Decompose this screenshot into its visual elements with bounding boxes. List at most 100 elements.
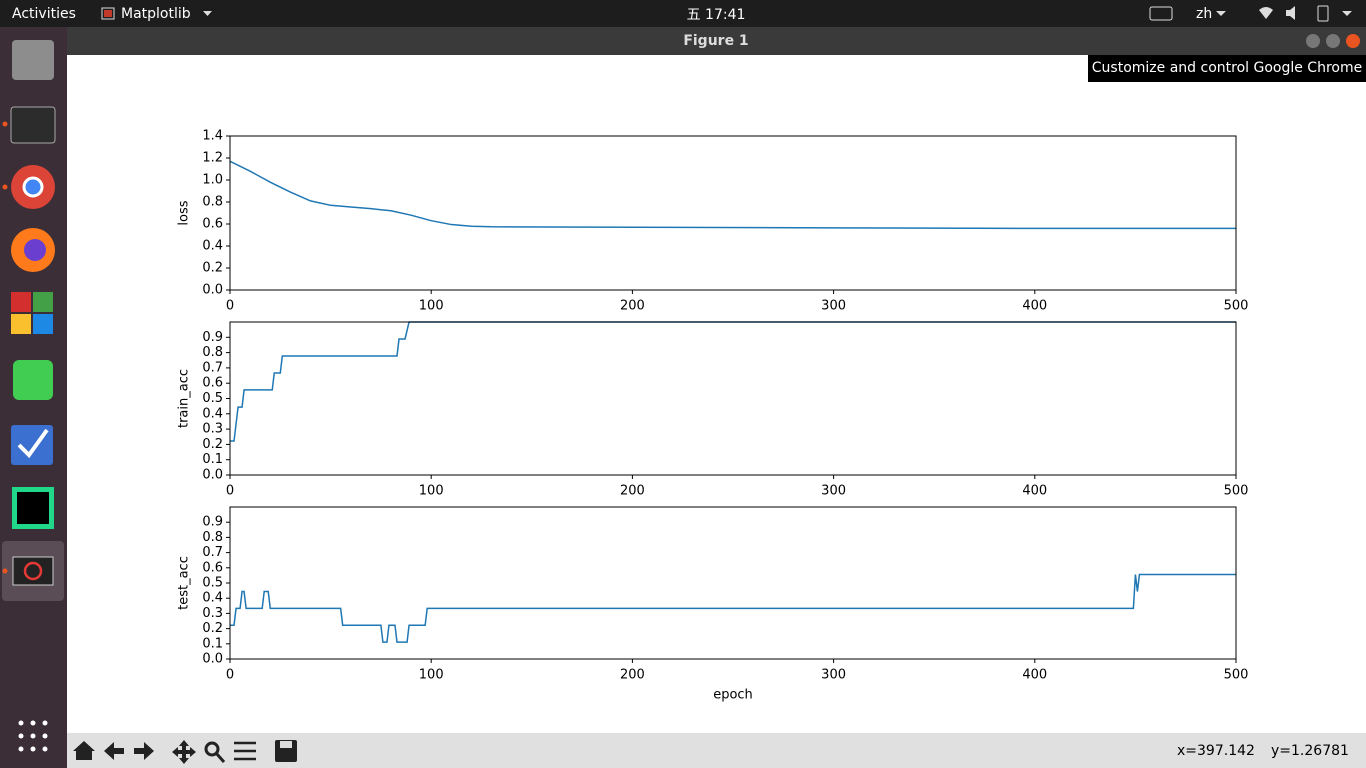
language[interactable]: zh bbox=[1196, 6, 1212, 22]
app-icon-red[interactable] bbox=[11, 292, 31, 312]
y-tick-label: 0.1 bbox=[202, 452, 223, 467]
y-tick-label: 0.6 bbox=[202, 376, 223, 391]
y-tick-label: 0.7 bbox=[202, 360, 223, 375]
files-icon[interactable] bbox=[12, 40, 54, 80]
figure-canvas bbox=[67, 55, 1366, 733]
y-tick-label: 0.3 bbox=[202, 606, 223, 621]
figure-app-icon[interactable] bbox=[12, 556, 54, 586]
window-title: Figure 1 bbox=[683, 33, 748, 49]
y-tick-label: 1.0 bbox=[202, 173, 223, 188]
toolbar-buttons bbox=[73, 740, 297, 764]
y-tick-label: 0.1 bbox=[202, 636, 223, 651]
app-icon-fill bbox=[104, 10, 112, 17]
activities[interactable]: Activities bbox=[12, 6, 76, 22]
running-dot bbox=[2, 568, 8, 574]
y-tick-label: 0.2 bbox=[202, 437, 223, 452]
data-line bbox=[230, 160, 1236, 230]
tooltip bbox=[1088, 55, 1366, 82]
x-tick-label: 500 bbox=[1224, 299, 1249, 314]
y-tick-label: 0.9 bbox=[202, 515, 223, 530]
maximize-button[interactable] bbox=[1326, 34, 1340, 48]
chrome-center bbox=[22, 176, 44, 198]
running-dot bbox=[2, 121, 8, 127]
app-icon-blue bbox=[33, 314, 53, 334]
x-tick-label: 200 bbox=[620, 299, 645, 314]
axes-frame bbox=[229, 135, 1237, 291]
cursor-x: x=397.142 bbox=[1177, 743, 1255, 759]
home-button[interactable] bbox=[73, 741, 95, 760]
minimize-button[interactable] bbox=[1306, 34, 1320, 48]
y-tick-label: 0.6 bbox=[202, 560, 223, 575]
y-tick-label: 1.2 bbox=[202, 151, 223, 166]
x-tick-label: 200 bbox=[620, 484, 645, 499]
y-tick-label: 1.4 bbox=[202, 129, 223, 144]
toolbar bbox=[67, 733, 1366, 768]
subplots-button[interactable] bbox=[234, 741, 256, 761]
system-menu-arrow[interactable] bbox=[1342, 11, 1352, 16]
y-tick-label: 0.0 bbox=[202, 468, 223, 483]
y-tick-label: 0.9 bbox=[202, 330, 223, 345]
x-tick-label: 300 bbox=[821, 484, 846, 499]
x-tick-label: 500 bbox=[1224, 668, 1249, 683]
pan-button[interactable] bbox=[172, 740, 196, 764]
title-bar bbox=[67, 27, 1366, 55]
app-icon-green bbox=[33, 292, 53, 312]
y-tick-label: 0.8 bbox=[202, 195, 223, 210]
y-tick-label: 0.0 bbox=[202, 283, 223, 298]
save-label bbox=[280, 741, 292, 748]
y-axis-label: train_acc bbox=[177, 369, 192, 428]
battery-icon[interactable] bbox=[1317, 5, 1329, 22]
show-apps[interactable] bbox=[18, 720, 48, 752]
zoom-handle bbox=[214, 752, 226, 763]
wifi-icon[interactable] bbox=[1259, 7, 1273, 19]
x-tick-label: 0 bbox=[226, 668, 234, 683]
y-tick-label: 0.7 bbox=[202, 545, 223, 560]
x-tick-label: 100 bbox=[419, 299, 444, 314]
terminal-icon[interactable] bbox=[10, 106, 56, 144]
x-tick-label: 400 bbox=[1022, 668, 1047, 683]
app-icon bbox=[101, 7, 115, 20]
app-menu-arrow bbox=[203, 11, 212, 16]
x-tick-label: 400 bbox=[1022, 299, 1047, 314]
x-tick-label: 0 bbox=[226, 484, 234, 499]
figure-app-symbol bbox=[23, 561, 43, 581]
y-axis-label: test_acc bbox=[177, 556, 192, 610]
zoom-button[interactable] bbox=[204, 741, 220, 757]
clock[interactable]: 五 17:41 bbox=[687, 7, 746, 23]
x-tick-label: 400 bbox=[1022, 484, 1047, 499]
x-tick-label: 0 bbox=[226, 299, 234, 314]
y-tick-label: 0.0 bbox=[202, 652, 223, 667]
y-tick-label: 0.4 bbox=[202, 406, 223, 421]
keyboard-icon[interactable] bbox=[1149, 6, 1173, 21]
back-button[interactable] bbox=[104, 742, 124, 760]
running-dot bbox=[2, 184, 8, 190]
forward-button[interactable] bbox=[134, 742, 154, 760]
data-line bbox=[230, 321, 1236, 442]
lang-arrow bbox=[1216, 11, 1226, 16]
subplot: 0 100 200 300 400 500 0.00.10.20.30.40.50.60.7… bbox=[177, 321, 1249, 499]
app-icon-yellow bbox=[11, 314, 31, 334]
y-tick-label: 0.8 bbox=[202, 530, 223, 545]
y-tick-label: 0.5 bbox=[202, 576, 223, 591]
top-bar bbox=[0, 0, 1366, 27]
axes-frame bbox=[229, 321, 1237, 476]
y-tick-label: 0.2 bbox=[202, 621, 223, 636]
cursor-y: y=1.26781 bbox=[1271, 743, 1349, 759]
app-menu[interactable]: Matplotlib bbox=[121, 6, 191, 22]
y-tick-label: 0.3 bbox=[202, 422, 223, 437]
y-axis-label: loss bbox=[177, 200, 192, 225]
y-tick-label: 0.4 bbox=[202, 591, 223, 606]
x-tick-label: 200 bbox=[620, 668, 645, 683]
tooltip-text: Customize and control Google Chrome bbox=[1092, 60, 1362, 76]
subplot: 0 100 200 300 400 500 0.00.10.20.30.40.50.60.7… bbox=[177, 506, 1249, 703]
x-tick-label: 100 bbox=[419, 484, 444, 499]
volume-icon[interactable] bbox=[1286, 6, 1295, 20]
x-tick-label: 500 bbox=[1224, 484, 1249, 499]
close-button[interactable] bbox=[1346, 34, 1360, 48]
axes-frame bbox=[229, 506, 1237, 660]
subplot: 0 100 200 300 400 500 0.0 0.2 0.4 0.6 0.8 1.0 1.2 1.4… bbox=[177, 129, 1249, 314]
qt-icon[interactable] bbox=[13, 360, 53, 400]
x-tick-label: 300 bbox=[821, 299, 846, 314]
x-tick-label: 300 bbox=[821, 668, 846, 683]
